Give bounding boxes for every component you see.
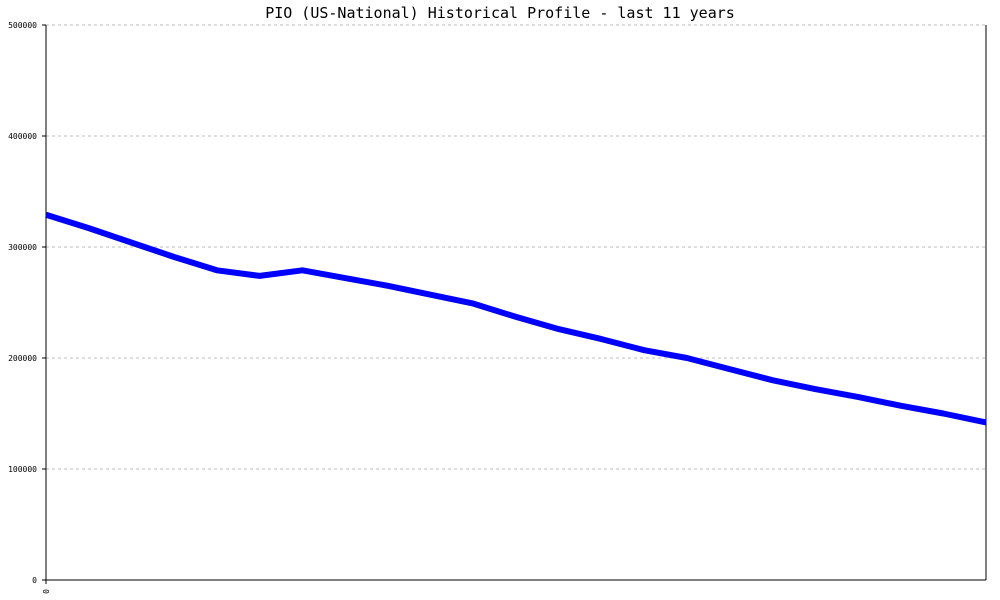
data-point <box>857 396 859 398</box>
data-point <box>942 413 944 414</box>
y-tick-label: 200000 <box>8 354 37 363</box>
chart-title: PIO (US-National) Historical Profile - l… <box>265 4 735 22</box>
data-point <box>88 227 90 229</box>
data-point <box>344 277 346 279</box>
data-point <box>301 269 303 271</box>
data-point <box>45 214 47 216</box>
data-point <box>131 242 132 244</box>
axis-layer <box>45 25 987 581</box>
data-point <box>771 379 773 381</box>
series-line-0 <box>45 211 987 426</box>
data-point <box>216 269 218 271</box>
y-tick-label: 100000 <box>8 465 37 474</box>
data-point <box>985 421 987 423</box>
y-tick-label: 0 <box>32 576 37 585</box>
data-point <box>686 357 688 359</box>
grid-layer <box>46 24 986 470</box>
data-point <box>430 294 431 296</box>
data-point <box>515 316 517 318</box>
y-tick-label: 400000 <box>8 132 37 141</box>
data-point <box>558 328 560 330</box>
tick-layer: 0 100000 200000 300000 400000 500000 0 <box>8 21 51 594</box>
data-point <box>387 285 389 287</box>
data-point <box>601 338 602 340</box>
x-tick-label: 0 <box>42 589 51 594</box>
data-point <box>643 349 645 351</box>
y-tick-label: 500000 <box>8 21 37 30</box>
data-point <box>729 368 731 370</box>
data-point <box>472 303 474 305</box>
data-point <box>900 405 901 407</box>
data-point <box>173 256 175 258</box>
data-point <box>814 388 816 390</box>
y-tick-label: 300000 <box>8 243 37 252</box>
series-layer <box>45 211 987 426</box>
data-point <box>259 275 261 277</box>
